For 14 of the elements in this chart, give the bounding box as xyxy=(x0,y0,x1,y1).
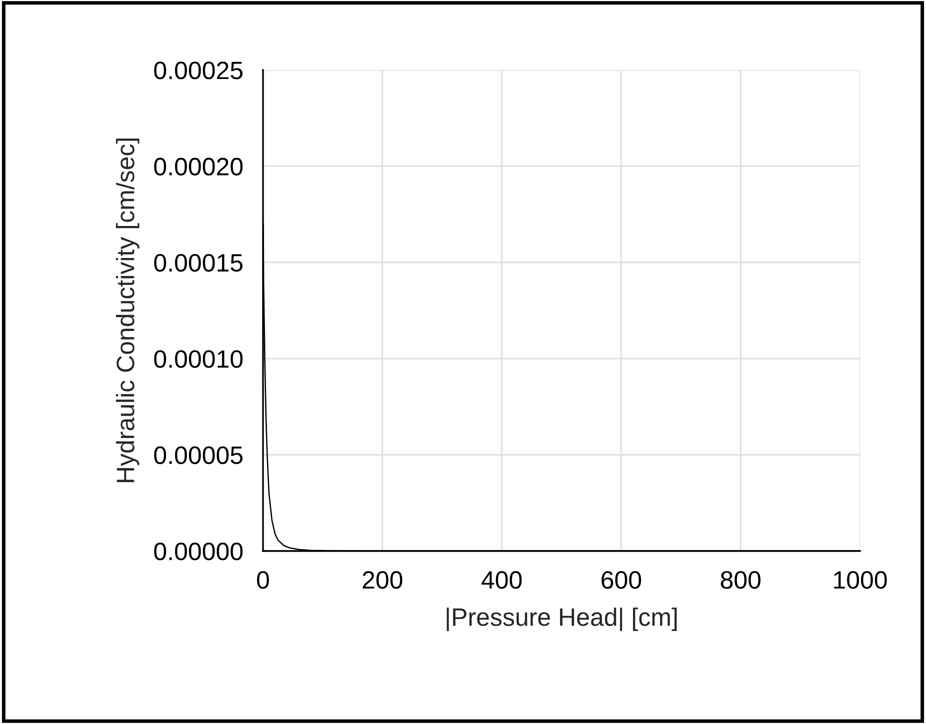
x-tick-label: 600 xyxy=(602,571,642,589)
y-tick-label: 0.00000 xyxy=(154,542,243,560)
x-tick-label: 1000 xyxy=(834,571,887,589)
x-tick-label: 800 xyxy=(720,571,760,589)
x-axis-title: |Pressure Head| [cm] xyxy=(446,608,677,632)
y-axis-title: Hydraulic Conductivity [cm/sec] xyxy=(116,138,140,482)
x-tick-label: 200 xyxy=(362,571,402,589)
y-tick-label: 0.00015 xyxy=(154,254,243,272)
y-tick-label: 0.00010 xyxy=(154,350,243,368)
x-tick-label: 0 xyxy=(257,571,269,589)
y-tick-label: 0.00005 xyxy=(154,446,243,464)
y-tick-label: 0.00020 xyxy=(154,158,243,176)
x-tick-label: 400 xyxy=(482,571,522,589)
y-tick-label: 0.00025 xyxy=(154,62,243,80)
